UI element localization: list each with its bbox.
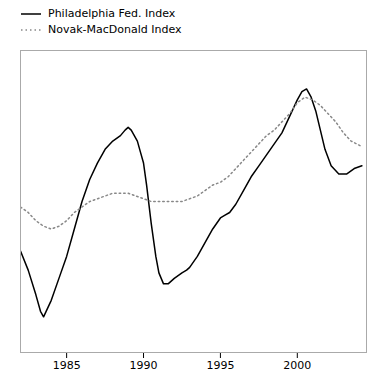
svg-text:1995: 1995 (206, 359, 234, 372)
svg-text:1990: 1990 (130, 359, 158, 372)
html-text:Novak-MacDonald Index: Novak-MacDonald Index (48, 23, 182, 36)
svg-text:1985: 1985 (53, 359, 81, 372)
svg-text:2000: 2000 (283, 359, 311, 372)
html-text:Philadelphia Fed. Index: Philadelphia Fed. Index (48, 7, 176, 20)
